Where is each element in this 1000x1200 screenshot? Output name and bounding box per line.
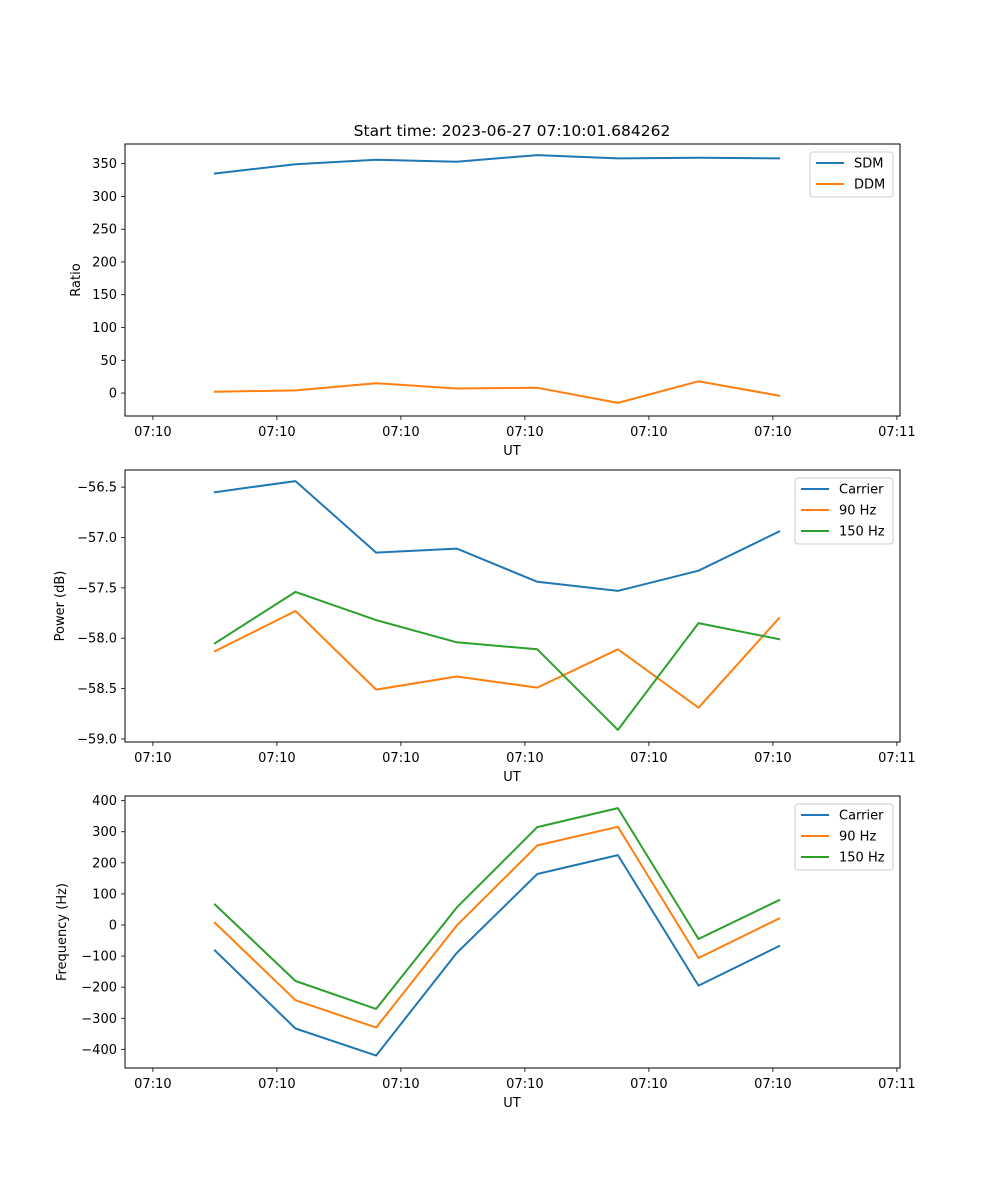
series-line-carrier [213,480,781,592]
legend-label: 90 Hz [839,830,876,845]
y-tick-label: −300 [81,1012,117,1027]
axes-frame [124,795,901,1069]
chart-panel-3: 07:10 07:10 07:10 07:10 07:10 07:10 07:11 400 30… [55,794,916,1111]
y-tick-label: −58.5 [77,682,117,697]
x-tick-label: 07:10 [258,1077,295,1092]
y-tick-label: 200 [92,255,117,270]
series-line-ddm [213,380,781,404]
legend-label: 90 Hz [839,504,876,519]
y-tick-label: −56.5 [77,481,117,496]
series-line-150-hz [213,590,781,731]
axes-frame [124,143,901,417]
legend-box [794,477,894,545]
x-tick-label: 07:10 [506,751,543,766]
legend-label: DDM [854,178,885,193]
legend: SDM DDM [809,151,894,198]
y-axis-label: Frequency (Hz) [55,883,70,981]
x-tick-label: 07:10 [134,1077,171,1092]
x-tick-label: 07:10 [258,751,295,766]
y-tick-label: 300 [92,190,117,205]
y-axis-label: Power (dB) [53,571,68,642]
x-tick-label: 07:10 [630,751,667,766]
x-axis-label: UT [503,444,521,459]
series-line-carrier [213,854,781,1057]
legend-label: Carrier [839,483,884,498]
y-tick-label: 350 [92,157,117,172]
x-tick-label: 07:10 [382,425,419,440]
chart-title: Start time: 2023-06-27 07:10:01.684262 [354,122,671,140]
x-tick-label: 07:10 [134,425,171,440]
y-tick-label: 0 [109,919,117,934]
series-line-150-hz [213,807,781,1010]
y-tick-label: −200 [81,981,117,996]
y-tick-label: 100 [92,887,117,902]
y-tick-label: 300 [92,825,117,840]
y-axis-label: Ratio [69,263,84,296]
y-tick-label: 50 [100,354,117,369]
y-tick-label: −57.0 [77,531,117,546]
x-tick-label: 07:10 [506,1077,543,1092]
legend-box [794,803,894,871]
x-tick-label: 07:10 [754,751,791,766]
x-axis-label: UT [503,770,521,785]
legend: Carrier 90 Hz 150 Hz [794,803,894,871]
axes-frame [124,469,901,743]
x-tick-label: 07:10 [754,425,791,440]
x-tick-label: 07:10 [754,1077,791,1092]
x-tick-label: 07:10 [134,751,171,766]
y-tick-label: 100 [92,321,117,336]
y-tick-label: 250 [92,223,117,238]
x-axis-label: UT [503,1096,521,1111]
y-tick-label: 0 [109,387,117,402]
x-tick-label: 07:10 [630,1077,667,1092]
x-tick-label: 07:11 [878,1077,915,1092]
legend-label: 150 Hz [839,525,885,540]
x-tick-label: 07:10 [382,751,419,766]
x-tick-label: 07:10 [258,425,295,440]
legend-label: SDM [854,157,883,172]
y-tick-label: 200 [92,856,117,871]
y-tick-label: 150 [92,288,117,303]
series-line-90-hz [213,610,781,709]
y-tick-label: −59.0 [77,732,117,747]
y-tick-label: 400 [92,794,117,809]
legend-label: 150 Hz [839,851,885,866]
x-tick-label: 07:10 [630,425,667,440]
series-line-90-hz [213,825,781,1029]
x-tick-label: 07:10 [382,1077,419,1092]
x-tick-label: 07:11 [878,751,915,766]
y-tick-label: −100 [81,950,117,965]
y-tick-label: −58.0 [77,632,117,647]
chart-panel-2: 07:10 07:10 07:10 07:10 07:10 07:10 07:11 −56.5… [53,469,916,785]
chart-panel-1: 07:10 07:10 07:10 07:10 07:10 07:10 07:11 0 50 10… [69,143,916,459]
legend: Carrier 90 Hz 150 Hz [794,477,894,545]
x-tick-label: 07:10 [506,425,543,440]
legend-label: Carrier [839,809,884,824]
x-tick-label: 07:11 [878,425,915,440]
series-line-sdm [213,154,781,175]
y-tick-label: −400 [81,1043,117,1058]
y-tick-label: −57.5 [77,581,117,596]
